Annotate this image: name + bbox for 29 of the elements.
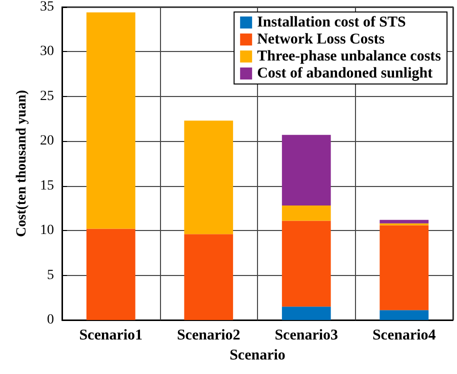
y-tick-label: 15 bbox=[40, 178, 54, 194]
y-tick-label: 30 bbox=[40, 44, 54, 60]
bar bbox=[184, 120, 234, 234]
bar bbox=[86, 12, 136, 229]
legend-label: Network Loss Costs bbox=[257, 32, 385, 48]
bar bbox=[282, 206, 331, 221]
y-tick-label: 10 bbox=[40, 223, 54, 238]
x-axis-title: Scenario bbox=[230, 347, 286, 364]
y-axis-title: Cost(ten thousand yuan) bbox=[14, 90, 30, 238]
bar bbox=[282, 306, 331, 320]
bar bbox=[86, 228, 136, 320]
x-tick-label: Scenario3 bbox=[274, 328, 338, 344]
legend-label: Three-phase unbalance costs bbox=[257, 48, 442, 64]
x-tick-label: Scenario1 bbox=[79, 328, 143, 344]
legend-label: Installation cost of STS bbox=[257, 14, 406, 30]
y-tick-label: 5 bbox=[47, 268, 54, 283]
y-tick-label: 25 bbox=[40, 88, 54, 104]
bar bbox=[282, 134, 331, 206]
bar bbox=[380, 225, 429, 310]
bar bbox=[282, 220, 331, 307]
y-tick-label: 35 bbox=[40, 0, 54, 14]
x-tick-label: Scenario2 bbox=[176, 328, 240, 344]
legend-label: Cost of abandoned sunlight bbox=[257, 66, 433, 82]
y-tick-label: 0 bbox=[47, 312, 54, 328]
x-tick-label: Scenario4 bbox=[372, 328, 436, 344]
bar bbox=[380, 220, 429, 224]
y-tick-label: 20 bbox=[40, 134, 54, 149]
bar bbox=[380, 310, 429, 320]
bar bbox=[184, 234, 234, 320]
